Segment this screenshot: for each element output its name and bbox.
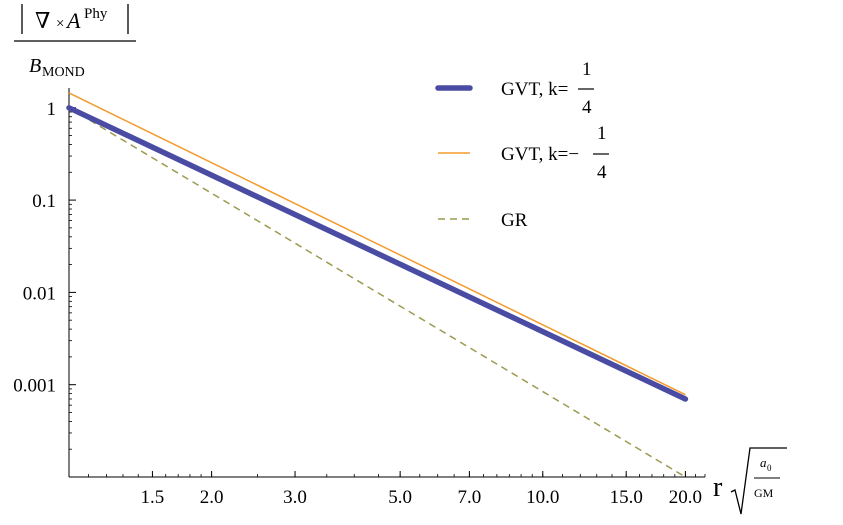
legend-fraction-den-gvt-k-minus: 4 [597,162,607,183]
y-label-subscript: MOND [42,65,85,80]
legend-label-gr: GR [501,210,528,231]
legend-label-gvt-k-minus: GVT, k=− [501,144,579,165]
x-tick-label: 10.0 [526,487,559,508]
legend-fraction-num-gvt-k-plus: 1 [582,59,592,80]
y-label-a: A [65,8,81,33]
x-label-gm: GM [754,486,774,500]
y-axis-label: ∇ × A Phy B MOND [14,4,136,80]
y-tick-label: 0.1 [32,191,56,212]
x-axis-label: r a 0 GM [713,447,787,515]
series-line-thin [68,92,686,396]
x-tick-label: 5.0 [388,487,412,508]
series-line-dashed [68,107,686,478]
x-label-sqrt-sign [730,447,787,515]
series-group [66,92,689,478]
x-tick-label: 3.0 [283,487,307,508]
x-tick-label: 20.0 [669,487,702,508]
x-label-r: r [713,472,723,503]
y-label-times: × [56,16,64,32]
x-tick-label: 2.0 [200,487,224,508]
x-tick-label: 1.5 [141,487,165,508]
y-tick-label: 1 [47,99,57,120]
legend: GVT, k= 1 4 GVT, k=− 1 4 GR [435,59,609,231]
x-tick-label: 7.0 [458,487,482,508]
y-tick-label: 0.01 [23,283,56,304]
legend-label-gvt-k-plus: GVT, k= [501,79,568,100]
legend-fraction-den-gvt-k-plus: 4 [582,97,592,118]
x-tick-label: 15.0 [610,487,643,508]
x-label-a-subscript: 0 [767,463,772,473]
axes: 1.5 2.0 3.0 5.0 7.0 10.0 15.0 20.0 1 0.1 0.01 0.001 [13,88,706,508]
series-line-thick [66,105,689,402]
y-tick-label: 0.001 [13,376,56,397]
y-label-nabla: ∇ [35,8,50,33]
legend-fraction-num-gvt-k-minus: 1 [597,123,607,144]
y-label-superscript: Phy [84,6,108,22]
y-label-b: B [29,55,41,77]
x-label-a: a [760,455,767,470]
